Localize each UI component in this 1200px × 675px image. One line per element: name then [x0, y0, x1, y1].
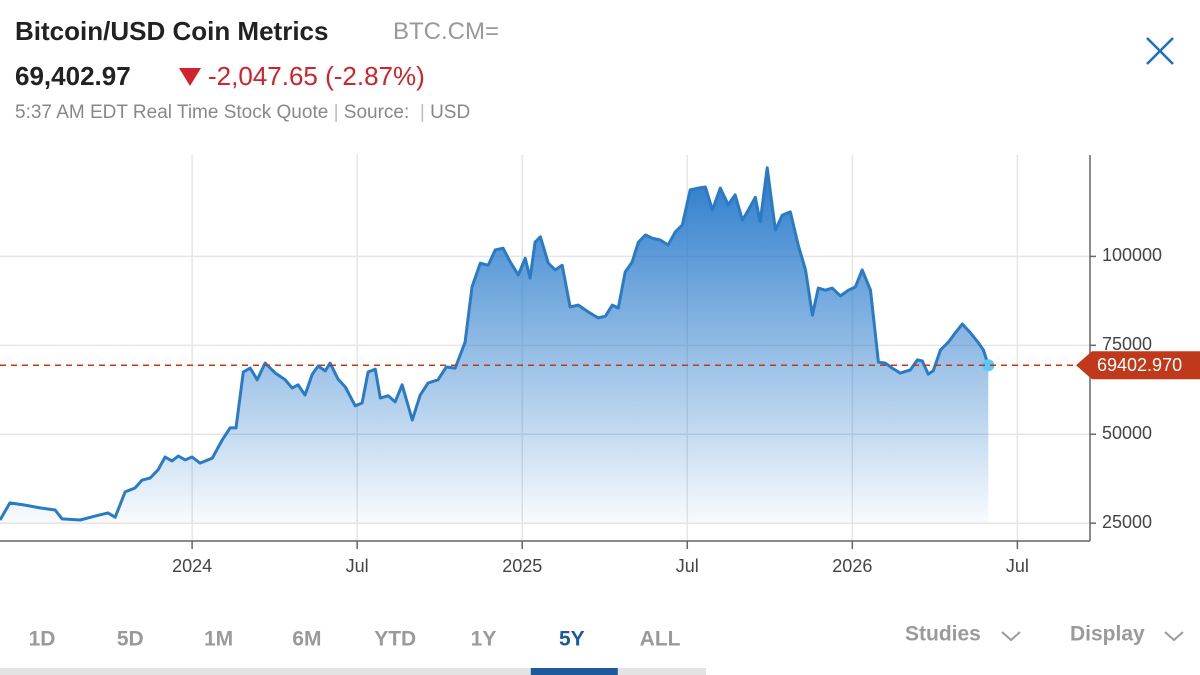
chevron: [1001, 631, 1021, 642]
y-tick-label: 75000: [1102, 334, 1152, 354]
range-tab[interactable]: 1Y: [471, 628, 497, 651]
range-tab[interactable]: 5D: [117, 628, 144, 651]
y-tick-label: 100000: [1102, 245, 1162, 265]
x-tick-label: Jul: [346, 556, 369, 576]
x-tick-label: 2024: [172, 556, 212, 576]
range-tab[interactable]: ALL: [640, 628, 681, 651]
down-arrow: [179, 68, 201, 86]
close-button[interactable]: [1145, 36, 1175, 66]
range-tab[interactable]: 1M: [204, 628, 233, 651]
source: Source:: [343, 102, 410, 123]
x-tick-label: 2026: [832, 556, 872, 576]
range-tab[interactable]: 6M: [292, 628, 321, 651]
tab-track: [0, 668, 706, 675]
symbol: BTC.CM=: [393, 18, 500, 45]
y-tick-label: 50000: [1102, 423, 1152, 443]
change: -2,047.65 (-2.87%): [208, 61, 425, 91]
area: [0, 167, 989, 524]
separator: |: [419, 102, 425, 123]
x-tick-label: 2025: [502, 556, 542, 576]
currency: USD: [430, 102, 471, 123]
y-tick-label: 25000: [1102, 512, 1152, 532]
quote-time: 5:37 AM EDT Real Time Stock Quote: [15, 102, 329, 123]
chevron: [1164, 631, 1184, 642]
range-tab[interactable]: 5Y: [559, 628, 585, 651]
line: [0, 166, 990, 522]
display-button[interactable]: Display: [1070, 623, 1145, 646]
title: Bitcoin/USD Coin Metrics: [15, 16, 329, 46]
x-tick-label: Jul: [1006, 556, 1029, 576]
tab-indicator: [530, 668, 618, 675]
studies-button[interactable]: Studies: [905, 623, 981, 646]
separator: |: [333, 102, 339, 123]
meta: 5:37 AM EDT Real Time Stock Quote | Sour…: [15, 102, 470, 124]
range-tab[interactable]: 1D: [29, 628, 56, 651]
x-tick-label: Jul: [676, 556, 699, 576]
reference-tag: [1076, 351, 1200, 380]
price: 69,402.97: [15, 61, 131, 91]
last-point: [982, 359, 995, 372]
range-tab[interactable]: YTD: [374, 628, 416, 651]
reference-label: 69402.970: [1097, 355, 1182, 375]
